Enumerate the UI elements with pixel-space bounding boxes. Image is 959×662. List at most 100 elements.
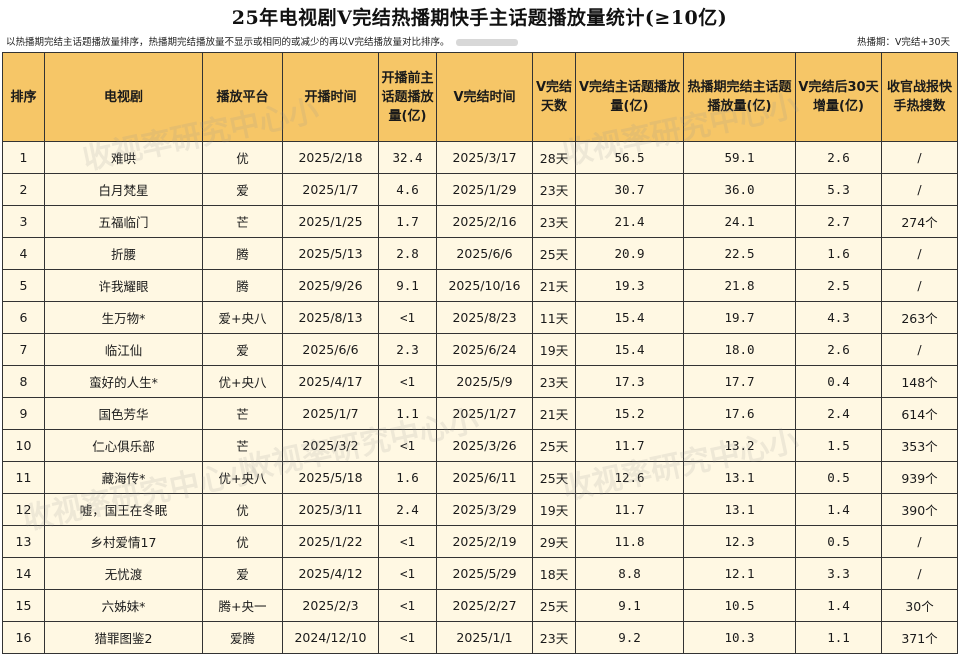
table-cell: 274个 [881, 205, 958, 238]
table-cell: <1 [378, 557, 437, 590]
table-cell: <1 [378, 621, 437, 654]
table-row: 1 难哄优 2025/2/18 32.4 2025/3/17 28天 56.5 59.1 2.6… [2, 141, 958, 174]
table-cell: 19天 [532, 493, 576, 526]
table-cell: 2 [2, 173, 45, 206]
table-cell: 11.7 [575, 493, 684, 526]
table-cell: 2.6 [795, 141, 882, 174]
column-header: 开播时间 [282, 52, 379, 142]
table-cell: 18.0 [683, 333, 796, 366]
table-row: 14 无忧渡爱 2025/4/12 <1 2025/5/29 18天 8.8 12.1 3.3/ [2, 557, 958, 590]
table-cell: 优 [202, 525, 283, 558]
table-cell: 2025/10/16 [436, 269, 533, 302]
table-cell: 腾+央一 [202, 589, 283, 622]
sort-note: 以热播期完结主话题播放量排序，热播期完结播放量不显示或相同的或减少的再以V完结播… [6, 34, 518, 52]
table-cell: 12 [2, 493, 45, 526]
table-cell: 25天 [532, 589, 576, 622]
table-cell: 12.1 [683, 557, 796, 590]
table-row: 9 国色芳华芒 2025/1/7 1.1 2025/1/27 21天 15.2 17.6 2.4… [2, 397, 958, 430]
table-cell: 腾 [202, 269, 283, 302]
table-cell: 爱+央八 [202, 301, 283, 334]
header-row: 排序 电视剧 播放平台 开播时间 开播前主话题播放量(亿) V完结时间 V完结天数 V完结主话… [2, 52, 958, 142]
table-cell: 芒 [202, 397, 283, 430]
table-cell: 15 [2, 589, 45, 622]
table-cell: 17.3 [575, 365, 684, 398]
table-cell: 4.3 [795, 301, 882, 334]
table-cell: 优+央八 [202, 365, 283, 398]
table-row: 6 生万物* 爱+央八 2025/8/13 <1 2025/8/23 11天 15.4 19.7… [2, 301, 958, 334]
table-cell: 2025/1/27 [436, 397, 533, 430]
table-cell: 2025/8/13 [282, 301, 379, 334]
table-cell: 11 [2, 461, 45, 494]
table-cell: 21.4 [575, 205, 684, 238]
table-cell: / [881, 237, 958, 270]
table-cell: 5.3 [795, 173, 882, 206]
column-header: V完结主话题播放量(亿) [575, 52, 684, 142]
table-row: 13 乡村爱情17 优 2025/1/22 <1 2025/2/19 29天 11.8 12.3… [2, 525, 958, 558]
table-cell: 0.5 [795, 461, 882, 494]
table-cell: 2.6 [795, 333, 882, 366]
table-cell: 2025/2/27 [436, 589, 533, 622]
table-cell: 22.5 [683, 237, 796, 270]
table-cell: 2025/3/26 [436, 429, 533, 462]
table-cell: 13 [2, 525, 45, 558]
table-row: 10 仁心俱乐部芒 2025/3/2 <1 2025/3/26 25天 11.7 13.2 1.… [2, 429, 958, 462]
table-cell: 五福临门 [44, 205, 203, 238]
table-cell: 6 [2, 301, 45, 334]
table-cell: <1 [378, 525, 437, 558]
table-body: 1 难哄优 2025/2/18 32.4 2025/3/17 28天 56.5 59.1 2.6… [2, 141, 958, 654]
table-cell: 9.1 [378, 269, 437, 302]
table-cell: / [881, 141, 958, 174]
table-cell: / [881, 525, 958, 558]
table-cell: 2025/3/17 [436, 141, 533, 174]
column-header: V完结时间 [436, 52, 533, 142]
table-cell: 21天 [532, 269, 576, 302]
table-cell: 0.5 [795, 525, 882, 558]
table-cell: 2025/4/17 [282, 365, 379, 398]
table-cell: 2025/5/18 [282, 461, 379, 494]
table-cell: 1.4 [795, 493, 882, 526]
table-cell: 13.1 [683, 493, 796, 526]
table-cell: 12.3 [683, 525, 796, 558]
table-cell: 24.1 [683, 205, 796, 238]
table-cell: 2.5 [795, 269, 882, 302]
table-cell: 爱腾 [202, 621, 283, 654]
table-cell: 无忧渡 [44, 557, 203, 590]
table-cell: 4 [2, 237, 45, 270]
table-cell: 2.8 [378, 237, 437, 270]
table-cell: / [881, 173, 958, 206]
table-cell: 17.7 [683, 365, 796, 398]
table-cell: 2.4 [795, 397, 882, 430]
table-cell: 5 [2, 269, 45, 302]
table-cell: 13.1 [683, 461, 796, 494]
table-cell: 2025/3/11 [282, 493, 379, 526]
table-cell: 2025/1/1 [436, 621, 533, 654]
table-cell: 2025/2/18 [282, 141, 379, 174]
table-row: 12 嘘，国王在冬眠优 2025/3/11 2.4 2025/3/29 19天 11.7 13… [2, 493, 958, 526]
table-cell: 2025/2/3 [282, 589, 379, 622]
table-cell: 2024/12/10 [282, 621, 379, 654]
table-cell: 32.4 [378, 141, 437, 174]
table-cell: 10 [2, 429, 45, 462]
table-row: 15 六姊妹* 腾+央一 2025/2/3 <1 2025/2/27 25天 9.1 10.5 1… [2, 589, 958, 622]
table-cell: 18天 [532, 557, 576, 590]
table-cell: 1.6 [795, 237, 882, 270]
table-cell: / [881, 557, 958, 590]
table-cell: 2025/2/16 [436, 205, 533, 238]
table-cell: 白月梵星 [44, 173, 203, 206]
hot-period-note: 热播期：V完结+30天 [856, 37, 950, 48]
table-cell: 21.8 [683, 269, 796, 302]
table-cell: 25天 [532, 461, 576, 494]
table-cell: 2025/3/2 [282, 429, 379, 462]
table-cell: 23天 [532, 205, 576, 238]
table-cell: 临江仙 [44, 333, 203, 366]
table-cell: 1.6 [378, 461, 437, 494]
table-cell: 腾 [202, 237, 283, 270]
table-cell: 2025/8/23 [436, 301, 533, 334]
table-cell: 2025/6/6 [282, 333, 379, 366]
table-cell: 1.5 [795, 429, 882, 462]
table-cell: 国色芳华 [44, 397, 203, 430]
table-cell: 2025/2/19 [436, 525, 533, 558]
table-cell: 2025/1/7 [282, 173, 379, 206]
table-cell: 614个 [881, 397, 958, 430]
table-cell: 爱 [202, 557, 283, 590]
